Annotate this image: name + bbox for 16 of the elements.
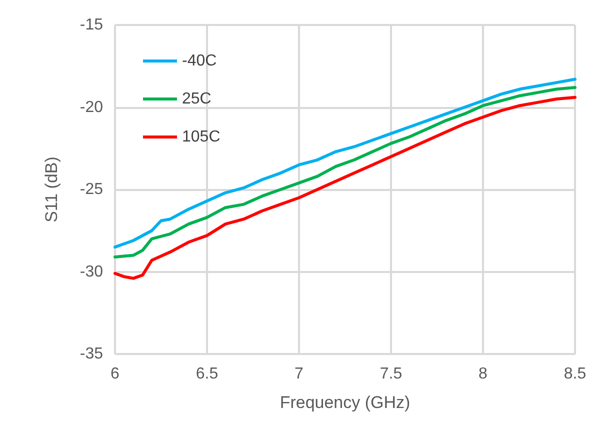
y-tick-label: -30 [80,263,104,280]
y-tick-label: -25 [80,181,104,198]
x-axis-title: Frequency (GHz) [280,393,410,412]
x-tick-label: 6.5 [196,366,218,382]
legend-label: -40C [182,52,217,70]
x-tick-label: 8.5 [564,366,586,382]
x-tick-label: 6 [110,366,120,382]
x-tick-label: 8 [478,366,488,382]
legend-label: 25C [182,90,212,108]
x-tick-label: 7.5 [380,366,402,382]
y-tick-label: -15 [80,16,104,34]
y-tick-label: -35 [80,346,104,362]
y-tick-label: -20 [80,98,104,116]
x-tick-label: 7 [294,366,304,382]
y-axis-title: S11 (dB) [42,156,61,222]
legend-label: 105C [182,128,220,146]
